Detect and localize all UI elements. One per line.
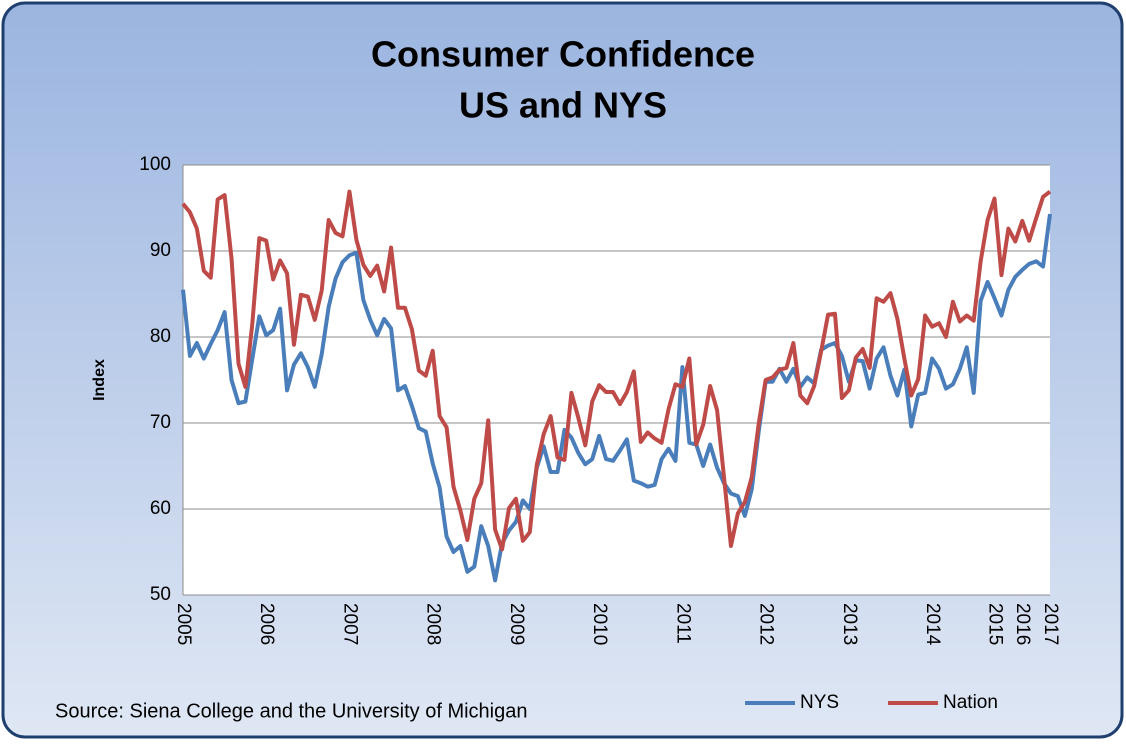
chart-subtitle: US and NYS (459, 85, 667, 126)
x-tick-label: 2017 (1040, 603, 1061, 645)
y-tick-label: 50 (150, 584, 171, 605)
y-tick-label: 60 (150, 498, 171, 519)
x-tick-label: 2009 (506, 603, 527, 645)
data-line (181, 189, 1052, 552)
x-tick-label: 2012 (756, 603, 777, 645)
y-tick-label: 80 (150, 326, 171, 347)
x-tick-label: 2016 (1012, 603, 1033, 645)
data-line (181, 213, 1052, 583)
x-tick-label: 2006 (256, 603, 277, 645)
y-tick-label: 90 (150, 240, 171, 261)
x-tick-label: 2010 (589, 603, 610, 645)
chart-title: Consumer Confidence (371, 34, 755, 75)
x-tick-label: 2005 (173, 603, 194, 645)
x-tick-label: 2013 (839, 603, 860, 645)
x-tick-label: 2015 (984, 603, 1005, 645)
y-tick-label: 100 (139, 154, 171, 175)
legend-label: NYS (800, 692, 839, 713)
x-tick-label: 2008 (423, 603, 444, 645)
x-tick-label: 2011 (672, 603, 693, 644)
source-note: Source: Siena College and the University… (55, 700, 527, 722)
x-tick-label: 2007 (339, 603, 360, 645)
y-tick-label: 70 (150, 412, 171, 433)
y-axis-label: Index (91, 359, 108, 401)
legend-label: Nation (943, 692, 998, 713)
x-tick-label: 2014 (922, 603, 943, 646)
